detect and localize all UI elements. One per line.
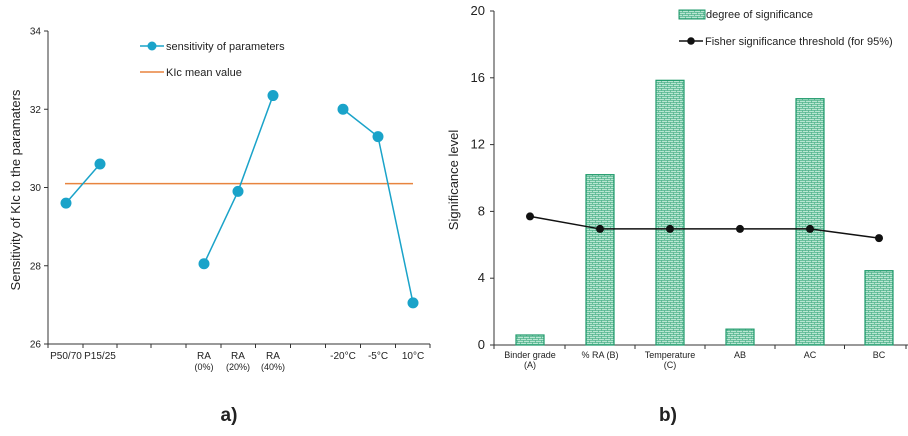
chart-a-xtick-label: 10°C <box>402 351 424 362</box>
chart-b-xtick-sublabel: (A) <box>524 360 536 370</box>
chart-a-xtick-label: P50/70 <box>50 351 82 362</box>
legend-significance-swatch <box>678 9 706 20</box>
chart-b-ytick-label: 0 <box>478 337 485 352</box>
chart-b-legend: degree of significance Fisher significan… <box>678 9 893 48</box>
chart-b-marks <box>515 79 894 346</box>
chart-b-axes <box>490 10 908 349</box>
threshold-point <box>596 224 604 233</box>
legend-sensitivity-label: sensitivity of parameters <box>166 41 285 53</box>
threshold-point <box>666 224 674 233</box>
chart-a-legend: sensitivity of parameters KIc mean value <box>140 41 285 79</box>
legend-mean-label: KIc mean value <box>166 67 242 79</box>
significance-bar <box>585 174 615 346</box>
chart-b-xtick-sublabel: (C) <box>664 360 677 370</box>
chart-a-xtick-label: RA <box>197 351 211 362</box>
chart-a-xtick-label: -5°C <box>368 351 388 362</box>
chart-b-xtick-label: AB <box>734 350 746 360</box>
threshold-point <box>526 212 534 221</box>
threshold-line <box>529 215 880 239</box>
significance-bar <box>725 328 755 346</box>
significance-bar <box>515 334 545 346</box>
threshold-point <box>875 234 883 243</box>
chart-a-ytick-label: 30 <box>30 183 42 194</box>
sensitivity-line-segment <box>65 163 101 204</box>
chart-a-xtick-sublabel: (20%) <box>226 362 250 372</box>
chart-b: 0 4 8 12 16 20 Binder grade(A) % RA (B) Temperat… <box>446 3 908 426</box>
chart-b-xtick-label: Binder grade <box>504 350 556 360</box>
legend-threshold-marker <box>687 37 695 45</box>
chart-a-xtick-label: RA <box>266 351 280 362</box>
chart-a-ylabel: Sensitivity of KIc to the paramaters <box>8 89 23 290</box>
chart-b-ytick-label: 12 <box>471 137 485 152</box>
chart-b-ylabel: Significance level <box>446 130 461 231</box>
chart-b-xtick-label: Temperature <box>645 350 696 360</box>
chart-b-ytick-label: 8 <box>478 203 485 218</box>
chart-b-xtick-label: AC <box>804 350 817 360</box>
chart-a-xtick-label: -20°C <box>330 351 356 362</box>
threshold-point <box>736 224 744 233</box>
chart-b-ytick-label: 20 <box>471 3 485 18</box>
sensitivity-point <box>232 185 244 197</box>
chart-b-xtick-label: BC <box>873 350 886 360</box>
chart-b-xtick-label: % RA (B) <box>581 350 618 360</box>
chart-a-ytick-label: 34 <box>30 27 42 38</box>
sensitivity-point <box>337 103 349 115</box>
significance-bar <box>795 98 825 346</box>
significance-bar <box>655 79 685 346</box>
chart-b-ytick-label: 16 <box>471 70 485 85</box>
chart-a-xtick-sublabel: (40%) <box>261 362 285 372</box>
significance-bar <box>864 270 894 346</box>
panel-label-a: a) <box>221 405 238 426</box>
chart-a-axes <box>44 30 431 348</box>
sensitivity-point <box>407 297 419 309</box>
chart-a-xtick-label: RA <box>231 351 245 362</box>
chart-b-ytick-label: 4 <box>478 270 485 285</box>
panel-label-b: b) <box>659 405 677 426</box>
sensitivity-point <box>94 158 106 170</box>
chart-b-ticks: 0 4 8 12 16 20 Binder grade(A) % RA (B) Temperat… <box>471 3 886 370</box>
chart-a-ytick-label: 26 <box>30 340 42 351</box>
legend-significance-label: degree of significance <box>706 9 813 21</box>
threshold-point <box>806 224 814 233</box>
chart-a-ytick-label: 32 <box>30 105 42 116</box>
sensitivity-point <box>372 131 384 143</box>
chart-a-ytick-label: 28 <box>30 261 42 272</box>
chart-a-xtick-sublabel: (0%) <box>194 362 213 372</box>
sensitivity-point <box>60 197 72 209</box>
sensitivity-point <box>198 258 210 270</box>
sensitivity-point <box>267 90 279 102</box>
sensitivity-line-segment <box>203 95 274 265</box>
chart-a-xtick-label: P15/25 <box>84 351 116 362</box>
legend-sensitivity-marker <box>147 41 157 51</box>
legend-threshold-label: Fisher significance threshold (for 95%) <box>705 36 893 48</box>
chart-a-marks <box>60 90 419 309</box>
